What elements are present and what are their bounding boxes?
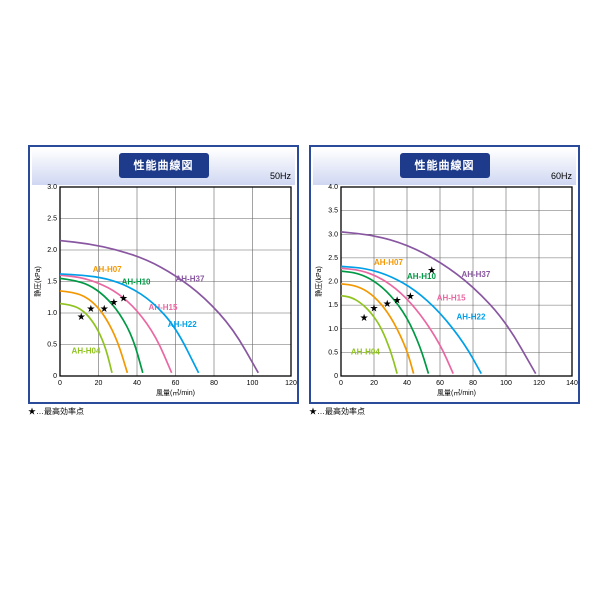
best-efficiency-star: ★ [406, 292, 415, 303]
best-efficiency-star: ★ [360, 313, 369, 324]
svg-text:静圧(kPa): 静圧(kPa) [314, 266, 323, 297]
svg-text:40: 40 [403, 380, 411, 387]
svg-text:3.5: 3.5 [328, 208, 338, 215]
series-label-H15: AH-H15 [437, 293, 466, 302]
svg-text:20: 20 [95, 380, 103, 387]
svg-text:2.5: 2.5 [47, 216, 57, 223]
chart-title: 性能曲線図 [119, 153, 209, 178]
series-label-H22: AH-H22 [457, 312, 486, 321]
performance-chart: 0 20 40 60 80 100 120 0 0.5 1.0 1.5 2.0 2.5 3.0 風量(㎥/m… [30, 147, 297, 402]
performance-chart: 0 20 40 60 80 100 120 140 0 0.5 1.0 1.5 2.0 2.5 3.0 3.5… [311, 147, 578, 402]
best-efficiency-star: ★ [100, 304, 109, 315]
svg-text:風量(㎥/min): 風量(㎥/min) [156, 388, 195, 397]
best-efficiency-star: ★ [427, 266, 436, 277]
best-efficiency-star: ★ [370, 303, 379, 314]
svg-text:0.5: 0.5 [328, 349, 338, 356]
svg-text:4.0: 4.0 [328, 184, 338, 191]
svg-text:60: 60 [172, 380, 180, 387]
svg-text:120: 120 [285, 380, 297, 387]
frequency-label: 50Hz [270, 171, 291, 181]
svg-text:3.0: 3.0 [47, 184, 57, 191]
svg-text:2.5: 2.5 [328, 255, 338, 262]
svg-text:0.5: 0.5 [47, 342, 57, 349]
best-efficiency-star: ★ [119, 293, 128, 304]
series-label-H07: AH-H07 [374, 258, 403, 267]
svg-text:静圧(kPa): 静圧(kPa) [33, 266, 42, 297]
series-label-H04: AH-H04 [72, 346, 101, 355]
svg-text:2.0: 2.0 [328, 279, 338, 286]
svg-text:40: 40 [133, 380, 141, 387]
svg-text:0: 0 [339, 380, 343, 387]
note-best-efficiency: ★…最高効率点 [309, 406, 580, 417]
svg-text:0: 0 [334, 373, 338, 380]
frequency-label: 60Hz [551, 171, 572, 181]
series-label-H37: AH-H37 [176, 275, 205, 284]
svg-text:80: 80 [469, 380, 477, 387]
best-efficiency-star: ★ [393, 295, 402, 306]
best-efficiency-star: ★ [383, 299, 392, 310]
series-label-H22: AH-H22 [168, 320, 197, 329]
series-label-H37: AH-H37 [461, 270, 490, 279]
svg-text:1.0: 1.0 [328, 326, 338, 333]
svg-text:1.5: 1.5 [47, 279, 57, 286]
svg-text:120: 120 [533, 380, 545, 387]
svg-text:3.0: 3.0 [328, 231, 338, 238]
series-H15 [60, 275, 172, 373]
svg-text:1.5: 1.5 [328, 302, 338, 309]
note-best-efficiency: ★…最高効率点 [28, 406, 299, 417]
svg-text:60: 60 [436, 380, 444, 387]
svg-text:1.0: 1.0 [47, 310, 57, 317]
svg-text:140: 140 [566, 380, 578, 387]
chart-title: 性能曲線図 [400, 153, 490, 178]
svg-text:100: 100 [500, 380, 512, 387]
svg-text:2.0: 2.0 [47, 247, 57, 254]
svg-text:風量(㎥/min): 風量(㎥/min) [437, 388, 476, 397]
best-efficiency-star: ★ [109, 298, 118, 309]
chart-panel: 性能曲線図 50Hz 0 20 40 60 80 100 120 0 0.5 1.0 1.5 2.0 2.5… [28, 145, 299, 404]
best-efficiency-star: ★ [86, 304, 95, 315]
series-label-H04: AH-H04 [351, 348, 380, 357]
series-H15 [341, 268, 453, 373]
svg-text:20: 20 [370, 380, 378, 387]
svg-text:80: 80 [210, 380, 218, 387]
svg-text:0: 0 [53, 373, 57, 380]
series-label-H07: AH-H07 [93, 265, 122, 274]
chart-panel: 性能曲線図 60Hz 0 20 40 60 80 100 120 140 0 0.5 1.0 1.5 2.0… [309, 145, 580, 404]
svg-text:0: 0 [58, 380, 62, 387]
svg-text:100: 100 [247, 380, 259, 387]
best-efficiency-star: ★ [77, 312, 86, 323]
